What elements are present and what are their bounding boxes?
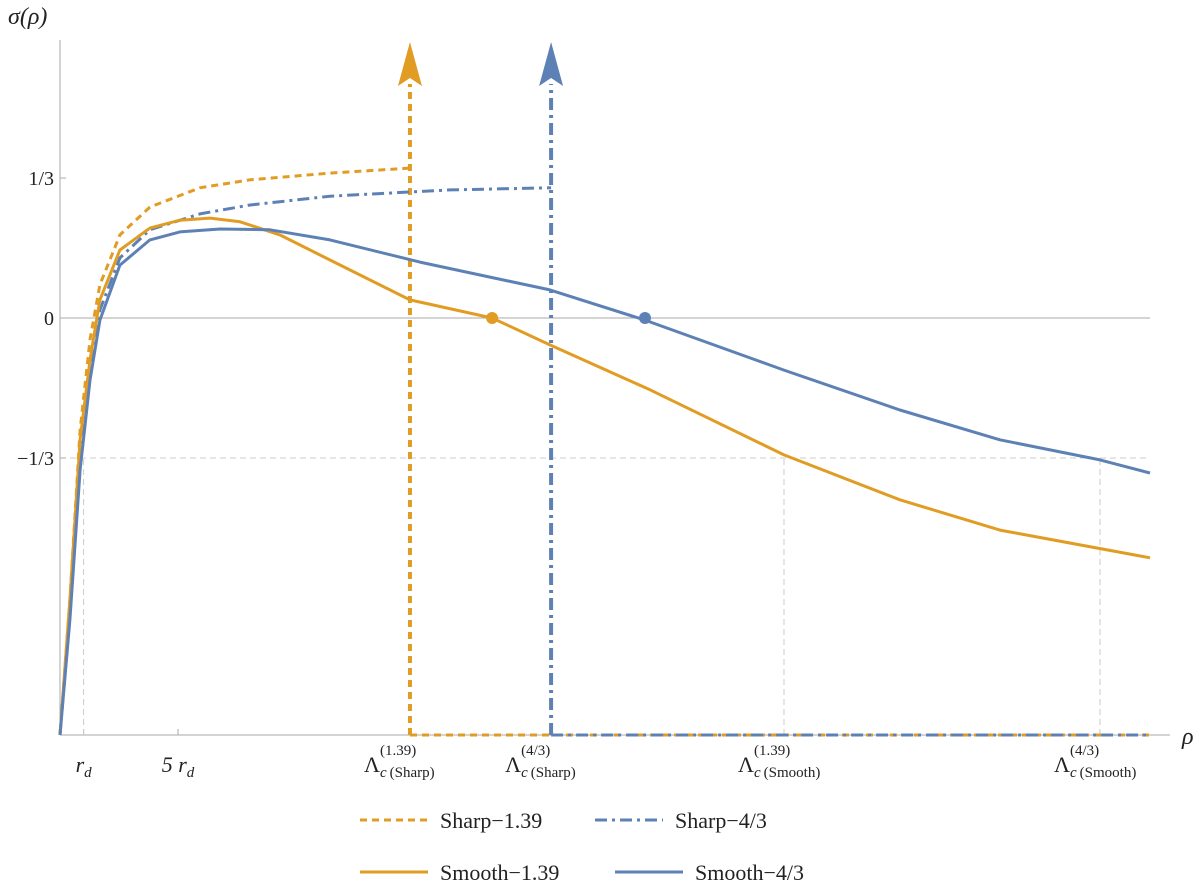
x-tick-label: Λ(1.39) c (Smooth) (738, 743, 820, 781)
x-tick-sup: (4/3) (521, 743, 550, 759)
arrow-head (397, 42, 422, 86)
legend-label: Smooth−4/3 (695, 860, 804, 885)
x-tick-sub: c (Smooth) (1070, 765, 1136, 781)
x-tick-main: Λ (505, 752, 521, 777)
x-tick-sub: c (Sharp) (521, 765, 576, 781)
x-tick-sub-note: (Sharp) (390, 765, 435, 781)
x-tick-sub-var: c (1070, 765, 1077, 781)
x-tick-sub-var: c (521, 765, 528, 781)
x-tick-sub-note: (Smooth) (764, 765, 821, 781)
series-line (58, 216, 1151, 736)
x-tick-label: Λ(4/3) c (Smooth) (1054, 743, 1136, 781)
x-tick-main: r (76, 752, 85, 777)
x-tick-label: rd (76, 752, 93, 781)
y-tick-label: 0 (44, 308, 54, 330)
series-line (58, 186, 1150, 737)
x-tick-sub: d (84, 765, 92, 781)
y-tick-label: −1/3 (17, 448, 54, 470)
x-tick-main-text: rd (76, 752, 93, 781)
x-tick-label: 5 rd (162, 752, 195, 781)
x-tick-main-text: 5 rd (162, 752, 195, 781)
x-tick-sup: (1.39) (380, 743, 416, 759)
x-tick-sub-note: (Sharp) (531, 765, 576, 781)
x-tick-label: Λ(4/3) c (Sharp) (505, 743, 576, 781)
y-axis-label: σ(ρ) (8, 4, 47, 30)
zero-crossing-marker (638, 312, 651, 324)
x-tick-main: Λ (1054, 752, 1070, 777)
legend-label: Smooth−1.39 (440, 860, 559, 885)
series-line (58, 166, 1150, 737)
x-tick-sup: (4/3) (1070, 743, 1099, 759)
x-tick-label: Λ(1.39) c (Sharp) (364, 743, 435, 781)
x-tick-main: 5 r (162, 752, 188, 777)
zero-crossing-marker (486, 312, 499, 324)
x-axis-label: ρ (1181, 724, 1194, 750)
series-line (58, 227, 1151, 736)
x-tick-sub: c (Smooth) (754, 765, 820, 781)
x-tick-main: Λ (738, 752, 754, 777)
x-tick-sup: (1.39) (754, 743, 790, 759)
x-tick-sub-note: (Smooth) (1080, 765, 1137, 781)
x-tick-sub-var: c (380, 765, 387, 781)
x-tick-main: Λ (364, 752, 380, 777)
y-tick-label: 1/3 (28, 168, 54, 190)
x-tick-sub: d (187, 765, 195, 781)
arrow-head (539, 42, 564, 86)
x-tick-sub-var: c (754, 765, 761, 781)
legend-label: Sharp−1.39 (440, 808, 542, 833)
x-tick-sub: c (Sharp) (380, 765, 435, 781)
legend-label: Sharp−4/3 (675, 808, 767, 833)
